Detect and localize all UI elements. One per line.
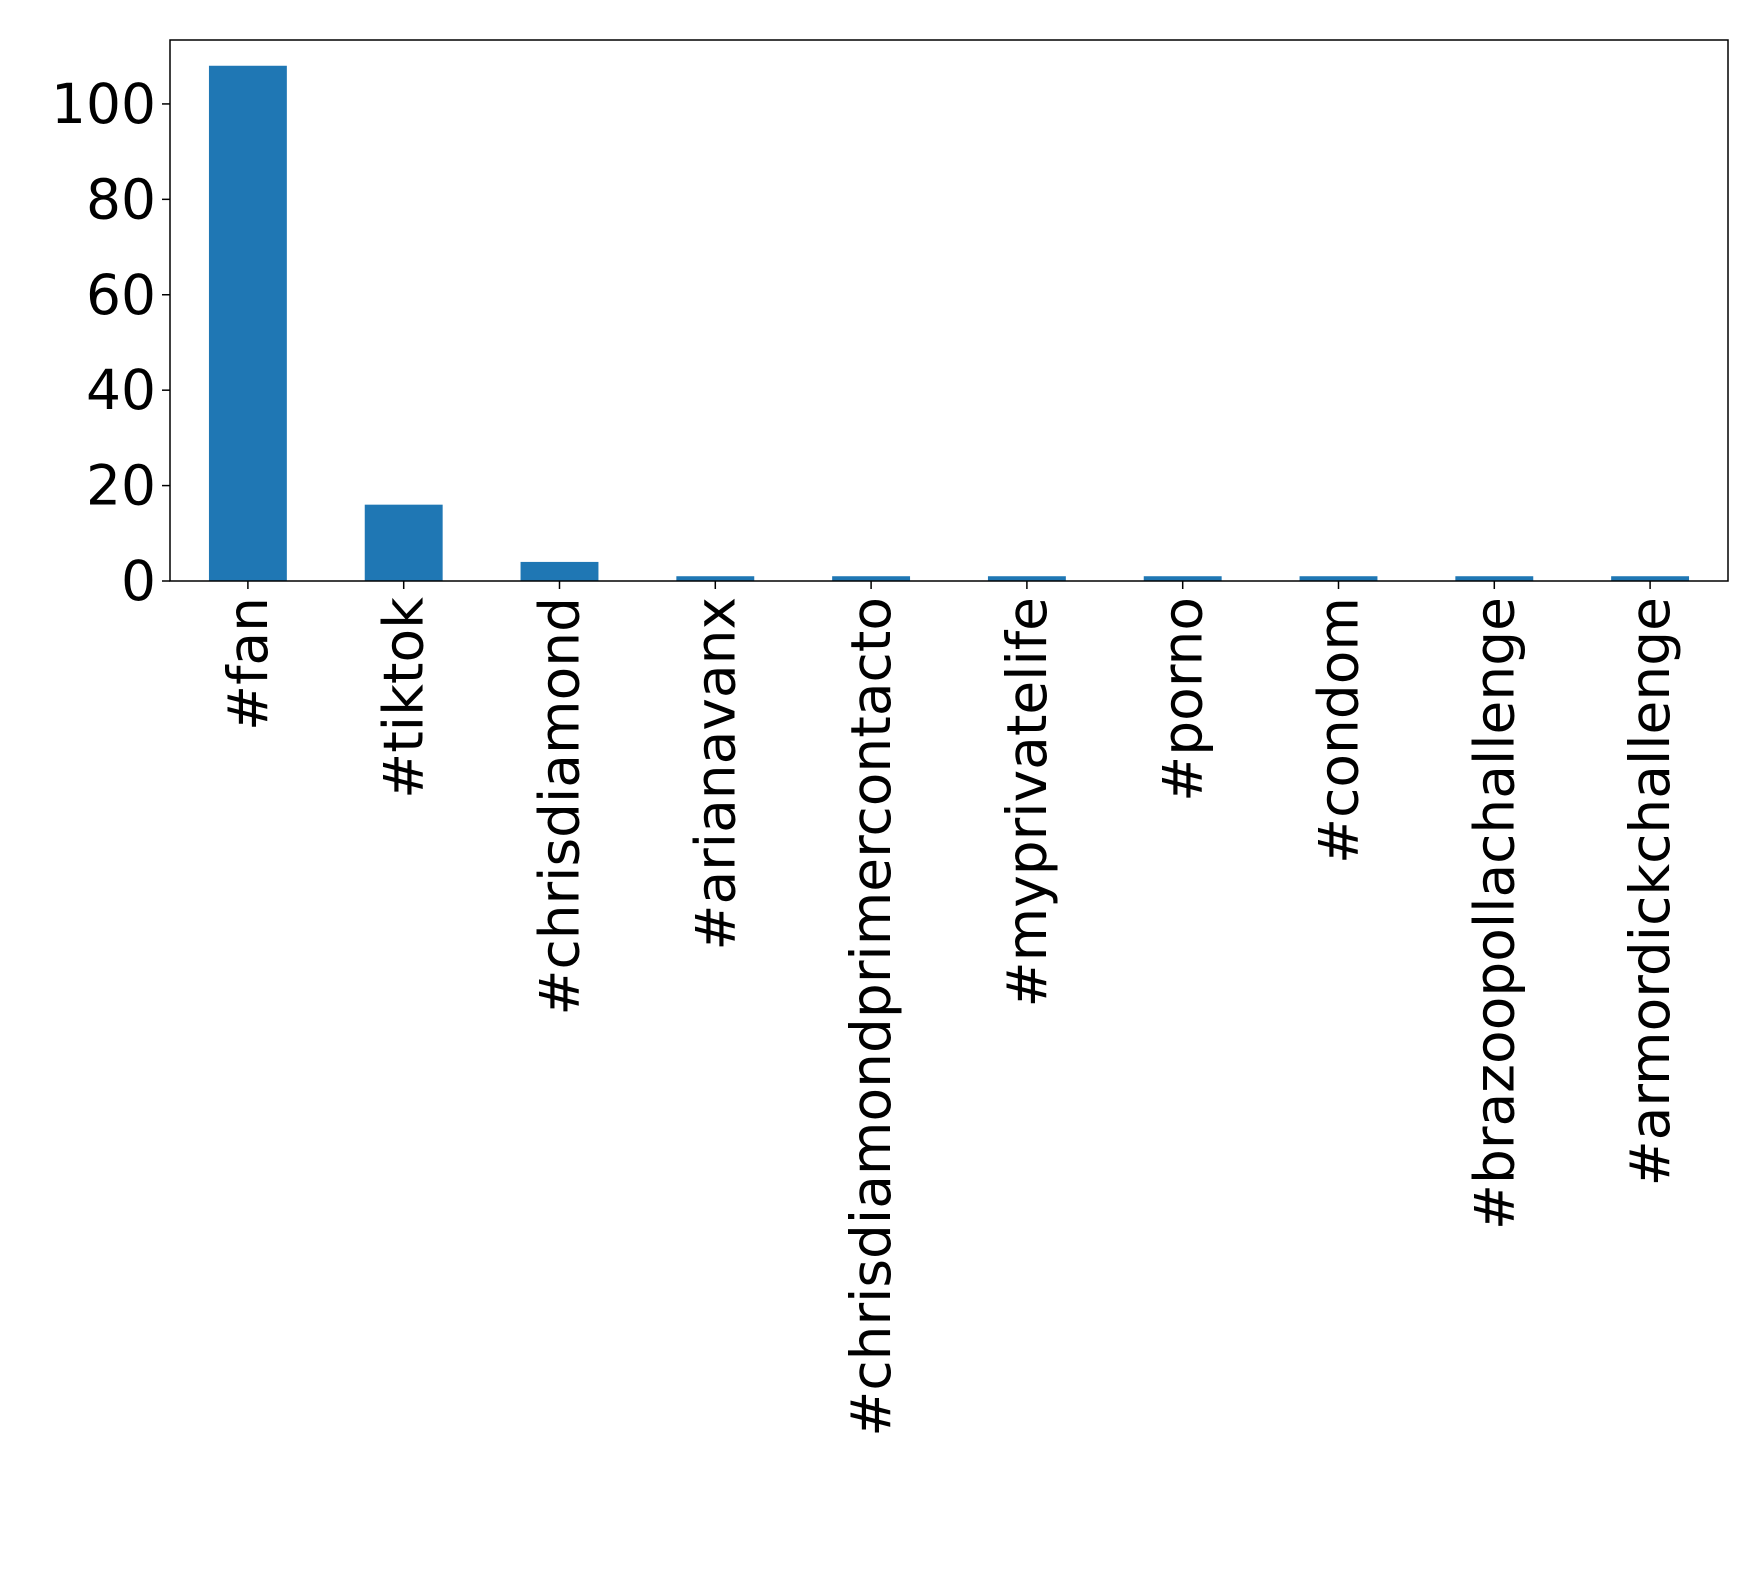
x-tick-label: #tiktok: [372, 597, 436, 799]
y-tick-label: 20: [86, 454, 156, 518]
bar-fan: [208, 65, 287, 581]
x-tick-label: #myprivatelife: [995, 597, 1059, 1007]
y-tick-label: 60: [86, 263, 156, 327]
x-tick-label: #condom: [1307, 597, 1371, 864]
y-tick-label: 100: [51, 72, 156, 136]
bar-arianavanx: [676, 576, 755, 581]
y-tick-label: 40: [86, 358, 156, 422]
x-axis: #fan #tiktok #chrisdiamond #arianavanx #chri…: [216, 581, 1682, 1437]
x-tick-label: #chrisdiamondprimercontacto: [839, 597, 903, 1437]
bars-layer: [208, 65, 1690, 581]
x-tick-label: #arianavanx: [683, 597, 747, 951]
bar-tiktok: [364, 504, 443, 581]
bar-porno: [1143, 576, 1222, 581]
bar-condom: [1299, 576, 1378, 581]
y-tick-label: 80: [86, 167, 156, 231]
bar-armordickchallenge: [1611, 576, 1690, 581]
bar-brazoopollachallenge: [1455, 576, 1534, 581]
x-tick-label: #armordickchallenge: [1618, 597, 1682, 1186]
bar-chrisdiamondprimercontacto: [832, 576, 911, 581]
x-tick-label: #porno: [1151, 597, 1215, 802]
x-tick-label: #chrisdiamond: [528, 597, 592, 1016]
bar-chrisdiamond: [520, 561, 599, 581]
plot-frame: [169, 39, 1729, 582]
y-tick-label: 0: [121, 549, 156, 613]
bar-myprivatelife: [987, 576, 1066, 581]
x-tick-label: #brazoopollachallenge: [1462, 597, 1526, 1230]
y-axis: 0 20 40 60 80 100: [51, 72, 170, 613]
x-tick-label: #fan: [216, 597, 280, 731]
